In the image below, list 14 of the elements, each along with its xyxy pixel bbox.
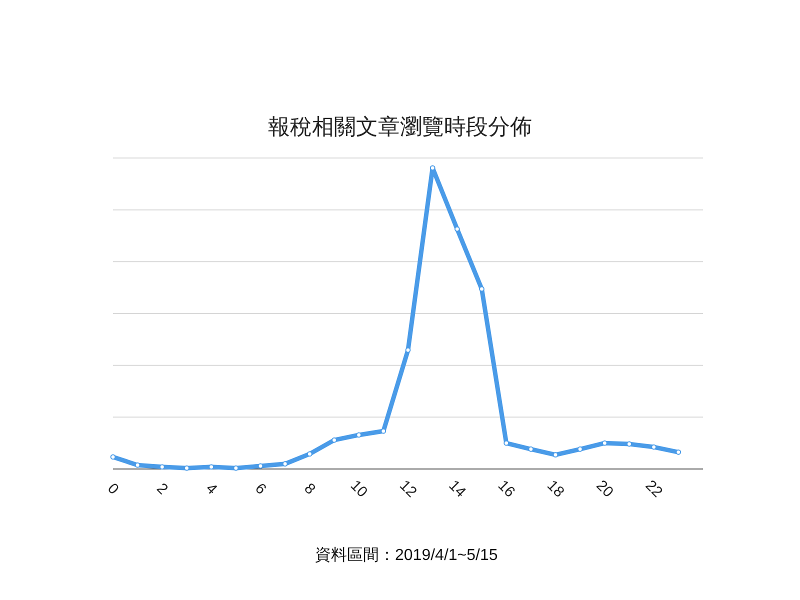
x-tick-label: 4 bbox=[202, 480, 220, 498]
x-tick-label: 22 bbox=[642, 477, 666, 501]
x-tick-label: 0 bbox=[104, 480, 122, 498]
x-tick-label: 14 bbox=[445, 477, 470, 501]
x-tick-label: 2 bbox=[153, 480, 172, 498]
x-tick-label: 10 bbox=[346, 477, 371, 501]
x-tick-label: 18 bbox=[544, 477, 568, 501]
x-tick-label: 8 bbox=[300, 480, 319, 498]
text: 資料區間：2019/4/1~5/15 bbox=[315, 546, 498, 564]
x-tick-label: 16 bbox=[494, 477, 518, 501]
chart-title: 報稅相關文章瀏覽時段分佈 bbox=[268, 114, 532, 139]
x-tick-label: 6 bbox=[252, 480, 270, 498]
x-tick-label: 12 bbox=[396, 477, 420, 501]
x-tick-label: 20 bbox=[592, 477, 617, 501]
